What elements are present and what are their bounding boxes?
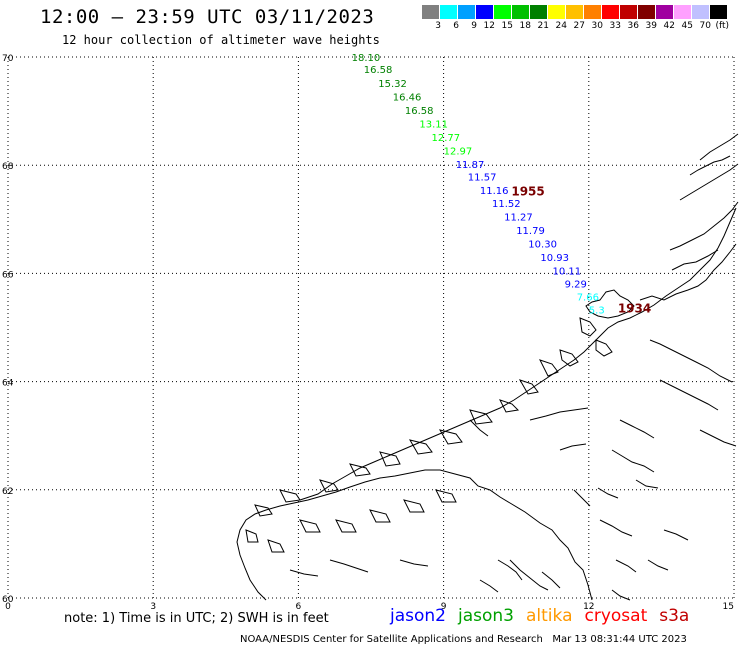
lat-tick-label: 60 [2, 595, 14, 605]
color-scale-label: 24 [555, 21, 567, 31]
wave-height-label: 11.27 [504, 212, 533, 223]
lat-lon-grid [7, 56, 735, 599]
wave-height-label: 7.66 [577, 292, 599, 303]
satellite-legend-item: altika [526, 606, 573, 626]
lon-tick-label: 0 [5, 602, 11, 612]
color-scale-swatch [566, 5, 583, 19]
wave-height-label: 13.11 [419, 119, 448, 130]
wave-height-label: 11.52 [492, 199, 521, 210]
color-scale-label: 12 [483, 21, 495, 31]
color-scale-swatch [710, 5, 727, 19]
lon-tick-label: 6 [296, 602, 302, 612]
wave-height-label: 16.58 [405, 106, 434, 117]
color-scale-label: 9 [471, 21, 477, 31]
color-scale-label: 18 [519, 21, 531, 31]
color-scale-swatch [476, 5, 493, 19]
map-footer: NOAA/NESDIS Center for Satellite Applica… [240, 634, 687, 645]
pass-time-label: 1955 [511, 184, 544, 198]
satellite-legend-item: cryosat [584, 606, 648, 626]
color-scale-label: 27 [573, 21, 585, 31]
color-scale-swatch [530, 5, 547, 19]
color-scale-label: 42 [663, 21, 675, 31]
axis-tick-labels: 0 3 6 9 12 15 70 68 66 64 62 60 [2, 54, 734, 612]
color-scale-swatch [602, 5, 619, 19]
color-scale-swatch [440, 5, 457, 19]
color-scale-swatch [674, 5, 691, 19]
wave-height-label: 9.29 [565, 279, 587, 290]
lon-tick-label: 9 [441, 602, 447, 612]
color-scale-swatch [638, 5, 655, 19]
map-title: 12:00 – 23:59 UTC 03/11/2023 [40, 6, 375, 28]
lon-tick-label: 15 [723, 602, 734, 612]
color-scale-swatch [458, 5, 475, 19]
map-subtitle: 12 hour collection of altimeter wave hei… [62, 33, 380, 47]
lon-tick-label: 3 [150, 602, 156, 612]
wave-height-label: 5.3 [589, 305, 605, 316]
wave-height-label: 16.58 [364, 65, 393, 76]
color-scale-label: (ft) [715, 21, 729, 31]
wave-height-label: 10.93 [540, 253, 569, 264]
wave-height-label: 11.87 [456, 160, 485, 171]
satellite-legend-item: jason2 [390, 606, 446, 626]
lat-tick-label: 68 [2, 162, 14, 172]
color-scale-label: 45 [681, 21, 693, 31]
color-scale-swatch [620, 5, 637, 19]
satellite-legend: jason2 jason3 altika cryosat s3a [390, 606, 701, 626]
color-scale-label: 33 [609, 21, 621, 31]
color-scale-swatch [512, 5, 529, 19]
color-scale-swatch [548, 5, 565, 19]
lat-tick-label: 66 [2, 270, 14, 280]
wave-height-label: 10.30 [528, 239, 557, 250]
wave-height-label: 15.32 [378, 79, 407, 90]
norway-coastline [236, 133, 739, 601]
wave-height-label: 12.97 [444, 146, 473, 157]
color-scale-label: 70 [699, 21, 711, 31]
color-scale-swatch [494, 5, 511, 19]
pass-time-label: 1934 [618, 301, 651, 315]
color-scale-label: 15 [501, 21, 513, 31]
wave-height-label: 12.77 [432, 133, 461, 144]
color-scale-label: 36 [627, 21, 639, 31]
color-scale-label: 30 [591, 21, 603, 31]
map-note: note: 1) Time is in UTC; 2) SWH is in fe… [64, 611, 329, 626]
lon-tick-label: 12 [583, 602, 594, 612]
wave-height-label: 11.16 [480, 186, 509, 197]
lat-tick-label: 70 [2, 54, 14, 64]
wave-height-label: 18.10 [352, 53, 381, 64]
color-scale-swatch [692, 5, 709, 19]
wave-height-values: 18.1016.5815.3216.4616.5813.1112.7712.97… [352, 53, 605, 317]
wave-height-label: 16.46 [393, 92, 422, 103]
color-scale-swatch [656, 5, 673, 19]
color-scale-label: 3 [435, 21, 441, 31]
color-scale-swatch [584, 5, 601, 19]
lat-tick-label: 64 [2, 379, 14, 389]
pass-time-labels: 1955 1934 [511, 184, 651, 315]
color-scale-label: 6 [453, 21, 459, 31]
wave-height-label: 11.79 [516, 226, 545, 237]
lat-tick-label: 62 [2, 487, 13, 497]
color-scale-label: 21 [537, 21, 549, 31]
color-scale-swatch [422, 5, 439, 19]
wave-height-label: 11.57 [468, 172, 497, 183]
wave-height-label: 10.11 [553, 266, 582, 277]
color-scale-label: 39 [645, 21, 657, 31]
satellite-legend-item: jason3 [458, 606, 514, 626]
satellite-legend-item: s3a [659, 606, 690, 626]
